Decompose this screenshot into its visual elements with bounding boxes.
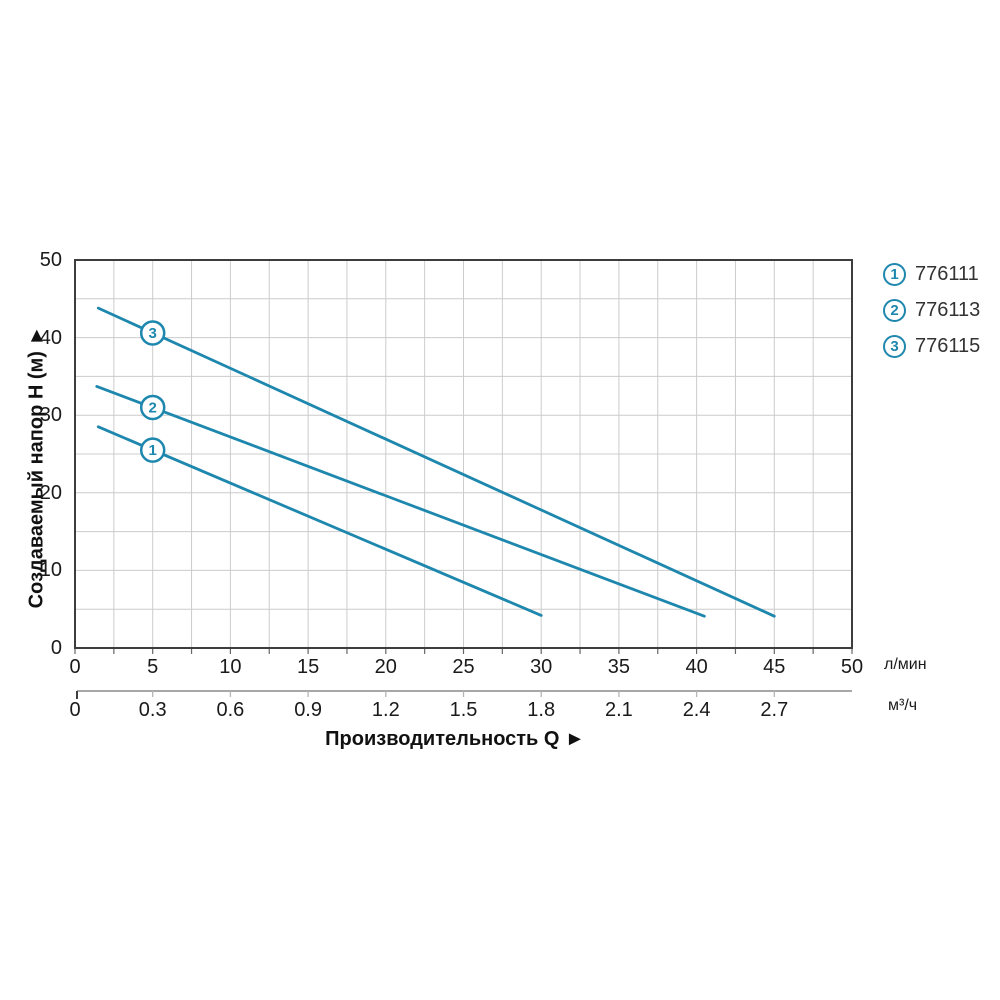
legend-item-776113: 2 776113 — [883, 298, 980, 322]
x-tick-label-5: 5 — [147, 656, 159, 678]
legend-item-776115: 3 776115 — [883, 334, 980, 358]
curve-marker-number: 2 — [149, 399, 157, 416]
x-axis-primary-unit: л/мин — [884, 656, 927, 673]
y-tick-label-30: 30 — [39, 404, 62, 427]
legend-marker-circle-1: 1 — [883, 262, 906, 286]
plot-border — [74, 259, 853, 649]
legend-model-code: 776111 — [915, 262, 979, 285]
y-tick-label-40: 40 — [39, 326, 62, 349]
x2-tick-label-1.5: 1.5 — [449, 699, 478, 721]
legend-marker-circle-3: 3 — [883, 334, 906, 358]
x-tick-label-20: 20 — [374, 656, 397, 678]
curve-776113 — [95, 385, 706, 618]
legend-item-776111: 1 776111 — [883, 262, 980, 286]
curve-marker-circle-2 — [139, 394, 166, 421]
x2-tick-label-0.3: 0.3 — [138, 699, 167, 721]
y-tick-label-50: 50 — [39, 249, 62, 271]
x-tick-label-10: 10 — [219, 656, 242, 678]
x-tick-label-15: 15 — [296, 656, 320, 678]
x-tick-label-30: 30 — [530, 656, 553, 678]
curve-marker-number: 1 — [149, 442, 157, 459]
legend-model-code: 776113 — [915, 298, 981, 321]
x-tick-label-45: 45 — [763, 656, 786, 678]
x2-tick-label-0.9: 0.9 — [294, 699, 322, 721]
curve-marker-circle-1 — [139, 437, 166, 463]
y-tick-label-0: 0 — [50, 637, 62, 659]
x2-tick-label-0.6: 0.6 — [216, 699, 245, 721]
x2-tick-label-2.7: 2.7 — [760, 699, 789, 721]
x2-tick-label-0: 0 — [69, 699, 81, 721]
x2-tick-label-2.4: 2.4 — [682, 699, 711, 721]
x-tick-label-40: 40 — [685, 656, 708, 678]
x-axis-title: Производительность Q ► — [325, 728, 585, 750]
legend-model-code: 776115 — [915, 334, 981, 357]
curve-776111 — [96, 425, 543, 617]
curve-marker-circle-3 — [139, 320, 166, 346]
x-tick-label-50: 50 — [840, 656, 864, 678]
curve-776115 — [96, 306, 776, 618]
x-tick-label-0: 0 — [69, 656, 81, 678]
y-tick-label-10: 10 — [39, 559, 62, 582]
x-axis-secondary-unit: м³/ч — [888, 697, 918, 714]
x2-tick-label-1.2: 1.2 — [371, 699, 400, 721]
y-tick-label-20: 20 — [39, 481, 62, 504]
legend-marker-circle-2: 2 — [883, 298, 906, 322]
x-tick-label-35: 35 — [607, 656, 631, 678]
curve-marker-number: 3 — [149, 325, 157, 342]
x-tick-label-25: 25 — [452, 656, 475, 678]
x2-tick-label-1.8: 1.8 — [527, 699, 556, 721]
x2-tick-label-2.1: 2.1 — [604, 699, 633, 721]
legend: 1 776111 2 776113 3 776115 — [883, 262, 980, 370]
